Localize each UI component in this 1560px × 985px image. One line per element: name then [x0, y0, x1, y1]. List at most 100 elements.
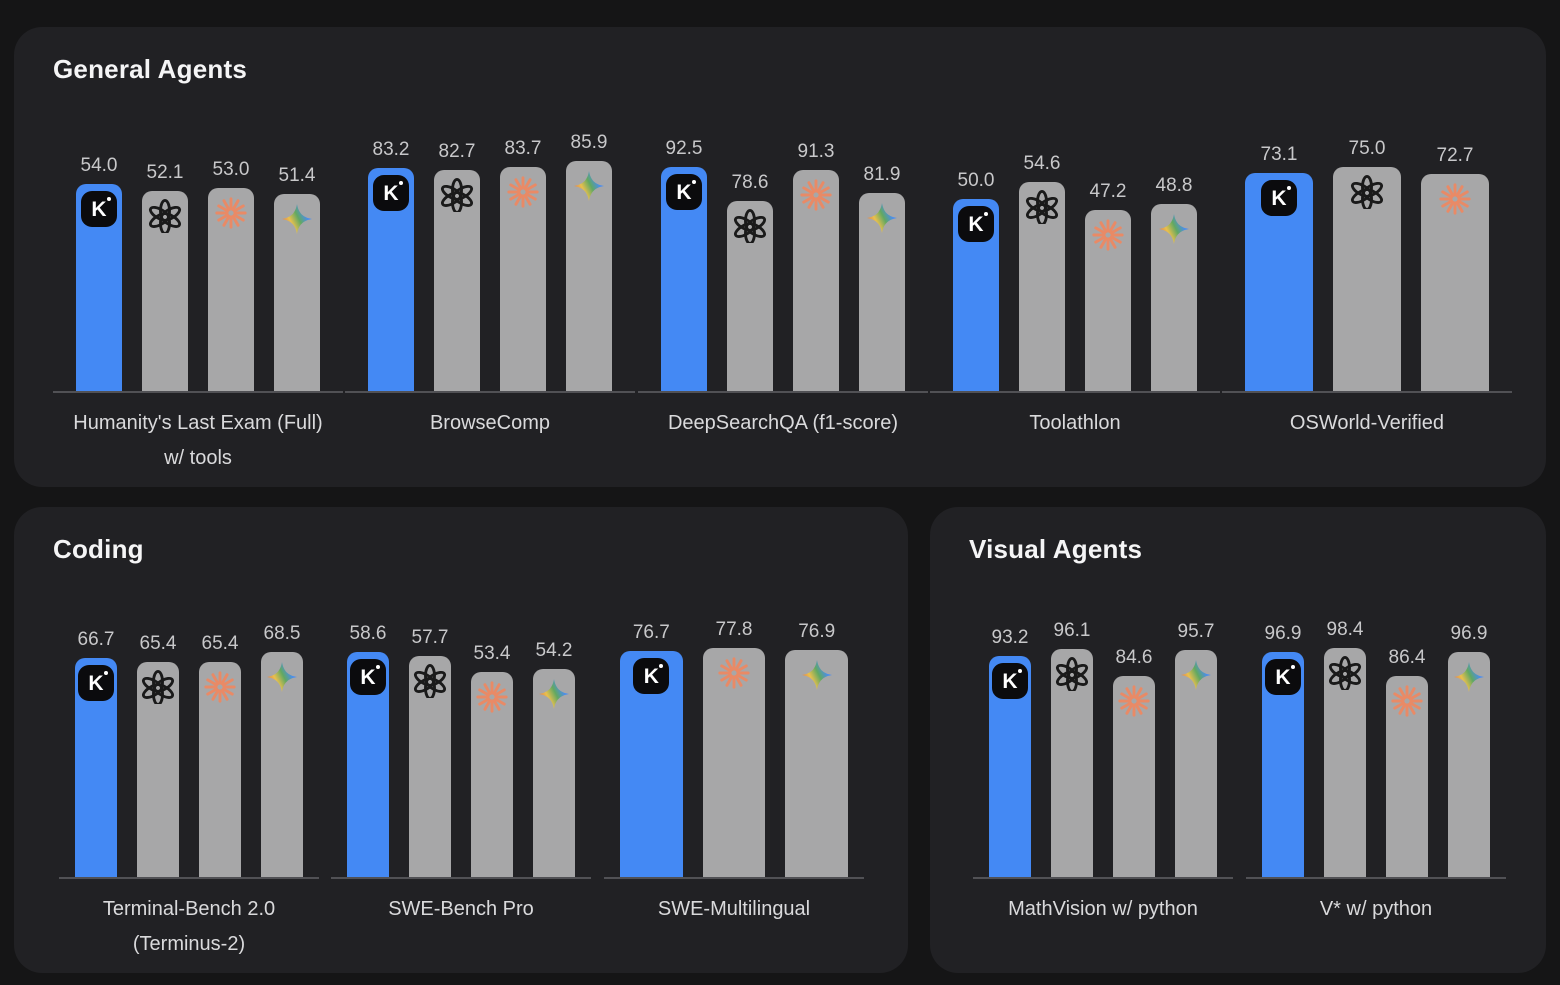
gemini-icon	[1178, 657, 1214, 693]
score-bar-kimi: K	[75, 658, 117, 877]
benchmark-label: OSWorld-Verified	[1289, 412, 1445, 434]
score-bar-gemini	[261, 652, 303, 877]
bar-value-label: 84.6	[1115, 647, 1153, 668]
baseline-axis	[973, 877, 1233, 879]
kimi-k-icon: K	[958, 206, 994, 242]
bar-group: 92.5 K 78.6 91.3 81.9	[638, 125, 928, 391]
score-bar-claude	[1421, 174, 1489, 391]
baseline-axis	[638, 391, 928, 393]
bar-column: 58.6 K	[347, 623, 389, 877]
openai-icon	[1349, 174, 1385, 210]
openai-icon	[1024, 189, 1060, 225]
gemini-icon	[864, 200, 900, 236]
score-bar-kimi: K	[620, 651, 683, 877]
openai-icon	[1054, 656, 1090, 692]
bar-column: 85.9	[566, 132, 612, 391]
benchmark-chart: 66.7 K 65.4 65.4 68.5 Terminal-Bench 2.0 (Term…	[59, 611, 319, 962]
bar-value-label: 54.6	[1023, 153, 1061, 174]
bar-value-label: 95.7	[1177, 621, 1215, 642]
bar-group: 76.7 K 77.8 76.9	[604, 611, 864, 877]
score-bar-kimi: K	[989, 656, 1031, 877]
bar-value-label: 96.1	[1053, 620, 1091, 641]
bar-value-label: 53.4	[473, 643, 511, 664]
openai-icon	[1327, 655, 1363, 691]
score-bar-kimi: K	[76, 184, 122, 391]
score-bar-openai	[409, 656, 451, 877]
bar-value-label: 72.7	[1436, 145, 1474, 166]
panel-title: General Agents	[53, 54, 248, 84]
baseline-axis	[1222, 391, 1512, 393]
baseline-axis	[345, 391, 635, 393]
bar-column: 68.5	[261, 623, 303, 877]
bar-column: 54.2	[533, 640, 575, 877]
claude-icon	[505, 174, 541, 210]
panel-general-agents: General Agents 54.0 K 52.1 53.0 51.4 Humanity…	[14, 27, 1546, 487]
openai-icon	[140, 669, 176, 705]
bar-column: 65.4	[137, 633, 179, 877]
panel-coding: Coding 66.7 K 65.4 65.4 68.5 Terminal-Bench 2…	[14, 507, 908, 973]
gemini-icon	[279, 201, 315, 237]
bar-value-label: 47.2	[1089, 181, 1127, 202]
score-bar-gemini	[1448, 652, 1490, 877]
score-bar-openai	[727, 201, 773, 391]
score-bar-openai	[434, 170, 480, 391]
score-bar-claude	[702, 648, 766, 877]
gemini-icon	[536, 676, 572, 712]
claude-icon	[1389, 683, 1425, 719]
benchmark-label: BrowseComp	[429, 412, 551, 434]
bar-column: 54.0 K	[76, 155, 122, 391]
score-bar-gemini	[1151, 204, 1197, 391]
bar-column: 78.6	[727, 172, 773, 391]
kimi-k-icon: K	[666, 174, 702, 210]
bar-column: 98.4	[1324, 619, 1366, 877]
bar-column: 76.9	[785, 621, 849, 877]
kimi-k-icon: K	[1261, 180, 1297, 216]
bar-group: 96.9 K 98.4 86.4 96.9	[1246, 611, 1506, 877]
baseline-axis	[331, 877, 591, 879]
bar-value-label: 85.9	[570, 132, 608, 153]
bar-value-label: 91.3	[797, 141, 835, 162]
bar-column: 82.7	[434, 141, 480, 391]
bar-value-label: 73.1	[1260, 144, 1298, 165]
bar-column: 96.1	[1051, 620, 1093, 877]
bar-value-label: 65.4	[201, 633, 239, 654]
bar-group: 58.6 K 57.7 53.4 54.2	[331, 611, 591, 877]
bar-value-label: 96.9	[1264, 623, 1302, 644]
score-bar-claude	[208, 188, 254, 391]
baseline-axis	[1246, 877, 1506, 879]
bar-column: 48.8	[1151, 175, 1197, 391]
benchmark-chart: 76.7 K 77.8 76.9 SWE-Multilingual	[604, 611, 864, 927]
score-bar-openai	[137, 662, 179, 877]
kimi-k-icon: K	[633, 658, 670, 694]
panel-visual-agents: Visual Agents 93.2 K 96.1 84.6 95.7 MathVisio…	[930, 507, 1546, 973]
bar-column: 93.2 K	[989, 627, 1031, 877]
openai-icon	[732, 208, 768, 244]
bar-value-label: 58.6	[349, 623, 387, 644]
panel-title: Visual Agents	[969, 534, 1143, 564]
claude-icon	[202, 669, 238, 705]
benchmark-label: MathVision w/ python	[1008, 898, 1198, 920]
bar-column: 47.2	[1085, 181, 1131, 391]
bar-column: 73.1 K	[1245, 144, 1313, 391]
baseline-axis	[59, 877, 319, 879]
openai-icon	[147, 198, 183, 234]
bar-column: 92.5 K	[661, 138, 707, 391]
score-bar-claude	[199, 662, 241, 877]
bar-value-label: 98.4	[1326, 619, 1364, 640]
score-bar-gemini	[785, 650, 849, 877]
bar-value-label: 48.8	[1155, 175, 1193, 196]
bar-column: 52.1	[142, 162, 188, 391]
benchmark-label: Humanity's Last Exam (Full) w/ tools	[73, 412, 323, 469]
score-bar-claude	[1386, 676, 1428, 877]
bar-column: 83.2 K	[368, 139, 414, 391]
kimi-k-icon: K	[81, 191, 117, 227]
bar-value-label: 65.4	[139, 633, 177, 654]
bar-column: 84.6	[1113, 647, 1155, 877]
bar-value-label: 57.7	[411, 627, 449, 648]
score-bar-openai	[1051, 649, 1093, 877]
kimi-k-icon: K	[992, 663, 1028, 699]
bar-value-label: 93.2	[991, 627, 1029, 648]
bar-column: 65.4	[199, 633, 241, 877]
benchmark-chart: 58.6 K 57.7 53.4 54.2 SWE-Bench Pro	[331, 611, 591, 927]
benchmark-chart: 96.9 K 98.4 86.4 96.9 V* w/ python	[1246, 611, 1506, 927]
